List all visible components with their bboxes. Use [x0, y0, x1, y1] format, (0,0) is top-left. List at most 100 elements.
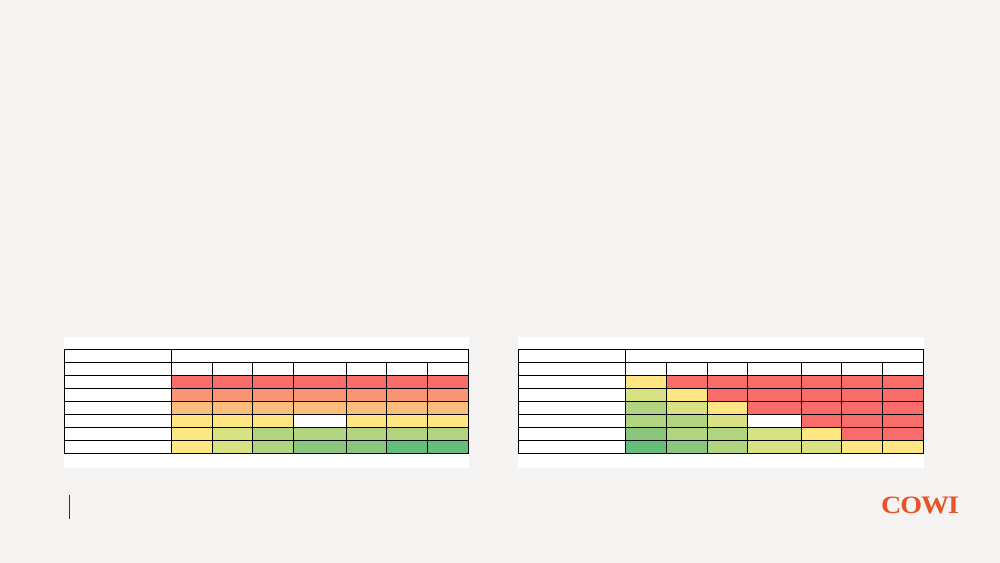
- heat-cell: [707, 427, 748, 441]
- table-row: [518, 401, 925, 415]
- heat-cell: [293, 388, 347, 402]
- heat-cell: [747, 414, 802, 428]
- heat-cell: [386, 440, 428, 454]
- heat-cell: [747, 388, 802, 402]
- heat-cell: [346, 440, 387, 454]
- row-label-cell: [64, 375, 172, 389]
- row-label-cell: [518, 427, 626, 441]
- table-row: [64, 440, 470, 454]
- column-header-6: [841, 362, 883, 376]
- heat-cell: [426, 414, 470, 428]
- heatmap-table-left: [64, 337, 470, 468]
- heat-cell: [426, 401, 470, 415]
- heat-cell: [171, 401, 213, 415]
- heat-cell: [707, 414, 748, 428]
- row-label-cell: [518, 414, 626, 428]
- header-row-label: [64, 349, 172, 363]
- heat-cell: [625, 388, 667, 402]
- heat-cell: [801, 427, 842, 441]
- heat-cell: [252, 414, 294, 428]
- heat-cell: [841, 388, 883, 402]
- heat-cell: [625, 414, 667, 428]
- heat-cell: [666, 440, 708, 454]
- cowi-logo: COWI: [881, 491, 959, 520]
- heat-cell: [666, 401, 708, 415]
- heat-cell: [212, 388, 253, 402]
- heat-cell: [293, 440, 347, 454]
- heat-cell: [747, 401, 802, 415]
- heat-cell: [212, 375, 253, 389]
- table-row: [64, 401, 470, 415]
- heat-cell: [747, 427, 802, 441]
- row-label-cell: [518, 388, 626, 402]
- table-row: [518, 427, 925, 441]
- heat-cell: [841, 440, 883, 454]
- heat-cell: [801, 414, 842, 428]
- heatmap-grid-left: [64, 349, 470, 454]
- row-label-cell: [64, 414, 172, 428]
- heat-cell: [293, 414, 347, 428]
- heat-cell: [171, 388, 213, 402]
- table-row: [518, 375, 925, 389]
- column-header-4: [293, 362, 347, 376]
- column-header-1: [625, 362, 667, 376]
- row-label-cell: [518, 440, 626, 454]
- heat-cell: [881, 388, 925, 402]
- column-header-3: [252, 362, 294, 376]
- heat-cell: [346, 427, 387, 441]
- table-row: [64, 388, 470, 402]
- heat-cell: [252, 388, 294, 402]
- heat-cell: [707, 401, 748, 415]
- column-header-7: [426, 362, 470, 376]
- heat-cell: [426, 375, 470, 389]
- row-label-cell: [518, 401, 626, 415]
- row-label-cell: [64, 427, 172, 441]
- heatmap-table-right: [518, 337, 925, 468]
- header-row-label: [518, 349, 626, 363]
- heat-cell: [252, 440, 294, 454]
- merged-header-cell: [624, 349, 925, 363]
- column-header-3: [707, 362, 748, 376]
- merged-header-cell: [170, 349, 470, 363]
- heat-cell: [666, 388, 708, 402]
- heat-cell: [747, 440, 802, 454]
- heat-cell: [293, 375, 347, 389]
- footer-divider: [69, 495, 70, 519]
- heat-cell: [212, 427, 253, 441]
- column-header-6: [386, 362, 428, 376]
- heat-cell: [881, 401, 925, 415]
- heat-cell: [426, 427, 470, 441]
- heat-cell: [841, 375, 883, 389]
- heat-cell: [625, 401, 667, 415]
- heat-cell: [293, 427, 347, 441]
- heat-cell: [212, 440, 253, 454]
- heat-cell: [625, 375, 667, 389]
- heat-cell: [841, 427, 883, 441]
- heat-cell: [386, 427, 428, 441]
- table-row: [518, 414, 925, 428]
- table-row: [64, 375, 470, 389]
- heat-cell: [881, 414, 925, 428]
- header-row-label: [518, 362, 626, 376]
- heat-cell: [881, 440, 925, 454]
- table-row: [518, 388, 925, 402]
- column-header-5: [801, 362, 842, 376]
- heat-cell: [881, 375, 925, 389]
- heat-cell: [386, 414, 428, 428]
- column-header-1: [171, 362, 213, 376]
- heat-cell: [426, 388, 470, 402]
- heat-cell: [386, 388, 428, 402]
- table-row: [518, 440, 925, 454]
- heat-cell: [252, 375, 294, 389]
- header-row-label: [64, 362, 172, 376]
- heat-cell: [252, 427, 294, 441]
- heat-cell: [386, 401, 428, 415]
- column-header-5: [346, 362, 387, 376]
- row-label-cell: [64, 440, 172, 454]
- heat-cell: [666, 375, 708, 389]
- heat-cell: [666, 427, 708, 441]
- heat-cell: [346, 414, 387, 428]
- heat-cell: [801, 388, 842, 402]
- table-row: [64, 414, 470, 428]
- column-header-4: [747, 362, 802, 376]
